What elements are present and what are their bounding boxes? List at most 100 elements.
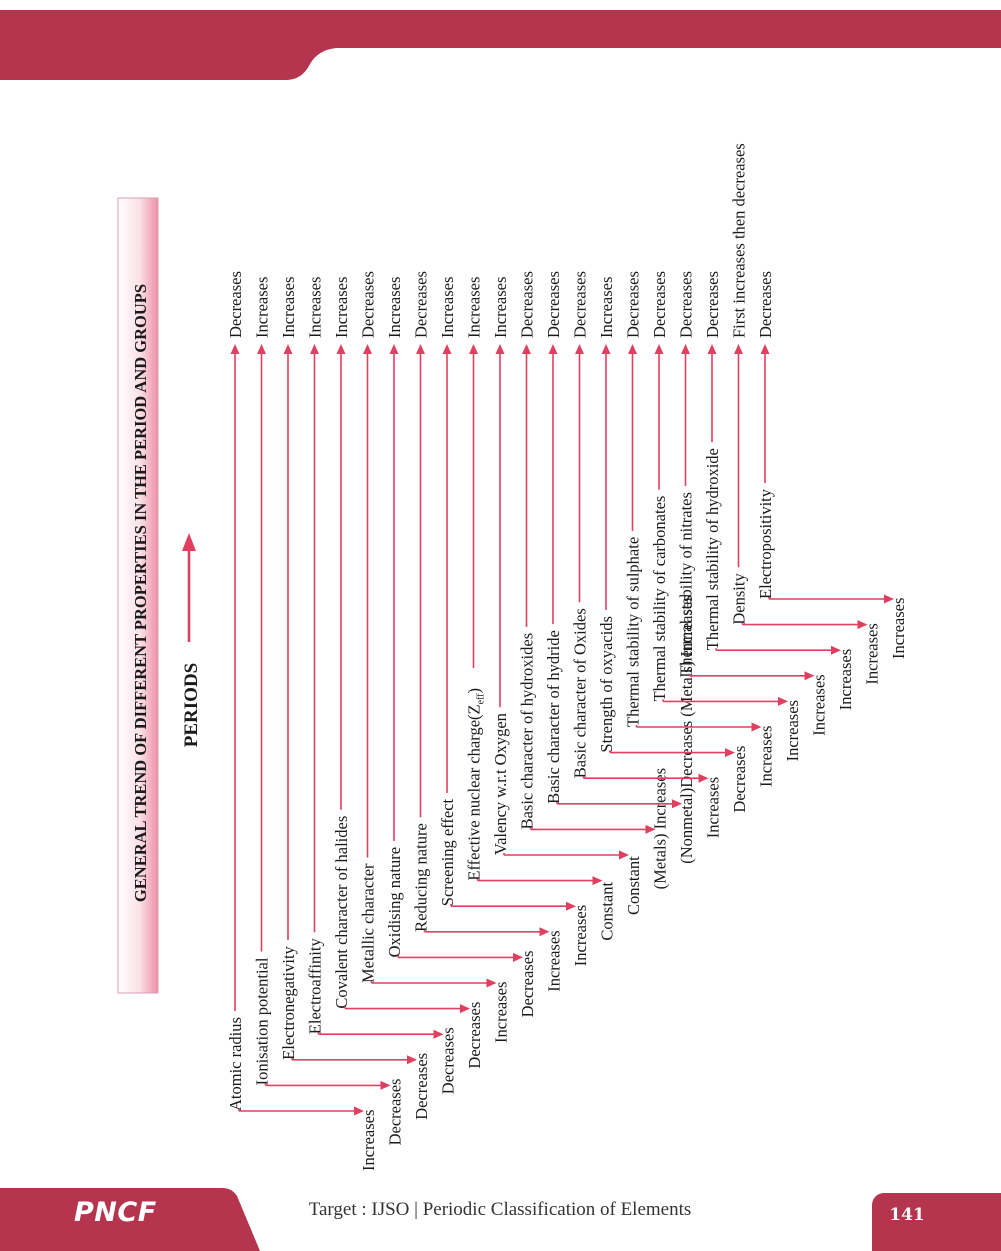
property-row: Density First increases then decreases xyxy=(730,143,749,624)
group-trend: Increases xyxy=(810,674,829,735)
period-arrow xyxy=(575,344,584,603)
group-trend: Decreases xyxy=(730,746,749,813)
group-trend-row: Decreases xyxy=(609,746,749,813)
group-trend: Constant xyxy=(598,882,617,941)
period-trend: Decreases xyxy=(624,271,643,338)
period-arrow xyxy=(760,344,770,484)
period-arrow xyxy=(522,344,531,627)
footer-brand-shape xyxy=(0,1188,260,1251)
property-row: Metallic character Decreases xyxy=(359,271,378,983)
period-arrow xyxy=(707,344,717,443)
period-arrow xyxy=(628,344,637,531)
group-trend-row: Decreases xyxy=(264,1079,405,1146)
property-name: Thermal stability of carbonates xyxy=(650,496,669,702)
property-name: Basic character of hydride xyxy=(544,630,563,804)
property-row: Thermal stability of sulphate Decreases xyxy=(624,271,643,727)
property-row: Thermal stability of nitrates Decreases xyxy=(677,271,696,676)
property-row: Effective nuclear charge(Zeff) Increases xyxy=(465,277,487,881)
period-arrow xyxy=(389,344,399,841)
period-trend: Increases xyxy=(279,277,298,338)
group-trend: Decreases xyxy=(386,1079,405,1146)
group-trend: Increases xyxy=(783,700,802,761)
group-trend: Increases xyxy=(571,905,590,966)
period-trend: Increases xyxy=(597,277,616,338)
page-number: 141 xyxy=(889,1205,925,1225)
period-arrow xyxy=(363,344,372,858)
group-trend: Increases xyxy=(889,598,908,659)
property-row: Atomic radius Decreases xyxy=(226,271,245,1111)
property-name: Effective nuclear charge(Zeff) xyxy=(465,688,487,881)
property-row: Thermal stability of hydroxide Decreases xyxy=(703,271,722,650)
footer-text: Target : IJSO | Periodic Classification … xyxy=(308,1199,692,1220)
period-trend: Decreases xyxy=(650,271,669,338)
period-trend: First increases then decreases xyxy=(730,143,749,338)
property-name: Screening effect xyxy=(438,798,457,906)
period-trend: Increases xyxy=(438,277,457,338)
period-trend: Decreases xyxy=(703,271,722,338)
group-trend: Decreases xyxy=(465,1002,484,1069)
period-arrow xyxy=(734,344,743,568)
diagram-title: GENERAL TREND OF DIFFERENT PROPERTIES IN… xyxy=(131,284,150,902)
period-trend: Increases xyxy=(465,277,484,338)
property-row: Oxidising nature Increases xyxy=(385,277,404,958)
group-trend: Increases xyxy=(704,777,723,838)
period-trend: Decreases xyxy=(226,271,245,338)
property-name: Covalent character of halides xyxy=(332,816,351,1009)
property-name: Thermal stability of hydroxide xyxy=(703,448,722,650)
period-trend: Decreases xyxy=(412,271,431,338)
property-name: Valency w.r.t Oxygen xyxy=(491,713,510,855)
group-trend-row: Increases xyxy=(635,722,776,787)
property-name: Basic character of Oxides xyxy=(571,608,590,778)
property-row: Reducing nature Decreases xyxy=(412,271,431,932)
period-trend: Increases xyxy=(491,277,510,338)
title-box xyxy=(117,197,159,994)
group-trend-row: Increases xyxy=(715,645,855,710)
property-name: Atomic radius xyxy=(226,1017,245,1111)
group-trend-row: Increases xyxy=(423,927,564,992)
property-row: Electropositivity Decreases xyxy=(756,271,775,599)
property-name-subscript: eff xyxy=(476,693,487,705)
property-name: Density xyxy=(730,573,749,625)
period-arrow xyxy=(654,344,664,490)
property-row: Basic character of hydroxides Decreases xyxy=(518,271,537,829)
group-trend-row: Decreases xyxy=(397,951,537,1018)
page-number-box xyxy=(872,1193,1001,1251)
group-trend: Constant xyxy=(624,856,643,915)
property-row: Basic character of Oxides Decreases xyxy=(571,271,590,778)
header-bar xyxy=(0,10,1001,80)
period-trend: Decreases xyxy=(359,271,378,338)
periods-label: PERIODS xyxy=(181,663,202,747)
property-name: Metallic character xyxy=(359,863,378,983)
property-row: Screening effect Increases xyxy=(438,277,457,907)
period-trend: Increases xyxy=(253,277,272,338)
property-name: Strength of oxyacids xyxy=(597,616,616,753)
group-trend-row: Decreases xyxy=(344,1002,484,1069)
group-trend: Increases xyxy=(545,930,564,991)
property-name: Reducing nature xyxy=(412,823,431,932)
group-trend-row: Increases xyxy=(238,1106,378,1171)
period-arrow xyxy=(601,344,611,611)
period-arrow xyxy=(310,344,319,933)
property-name: Electronegativity xyxy=(279,945,298,1059)
property-row: Covalent character of halides Increases xyxy=(332,277,351,1009)
property-row: Ionisation potential Increases xyxy=(253,277,272,1086)
period-trend: Increases xyxy=(332,277,351,338)
group-trend: Increases xyxy=(359,1110,378,1171)
property-name: Electropositivity xyxy=(756,488,775,599)
period-trend: Increases xyxy=(306,277,325,338)
group-trend: Decreases xyxy=(518,951,537,1018)
group-trend-row: Decreases xyxy=(291,1053,431,1120)
group-trend: Decreases xyxy=(412,1053,431,1120)
group-trend-row: Decreases xyxy=(317,1027,458,1094)
footer-brand: PNCF xyxy=(74,1197,157,1228)
property-row: Electroaffinity Increases xyxy=(306,277,325,1035)
period-arrow xyxy=(336,344,346,810)
group-trend-row: Constant xyxy=(476,876,617,941)
group-trend-row: Increases xyxy=(662,696,802,761)
group-trend: (Nonmetal)Decreases (Metals) Increases xyxy=(677,595,696,863)
group-trend-row: Increases xyxy=(768,594,908,659)
period-trend: Decreases xyxy=(544,271,563,338)
period-arrow xyxy=(681,344,690,487)
group-trend: Decreases xyxy=(439,1027,458,1094)
property-name: Oxidising nature xyxy=(385,847,404,957)
